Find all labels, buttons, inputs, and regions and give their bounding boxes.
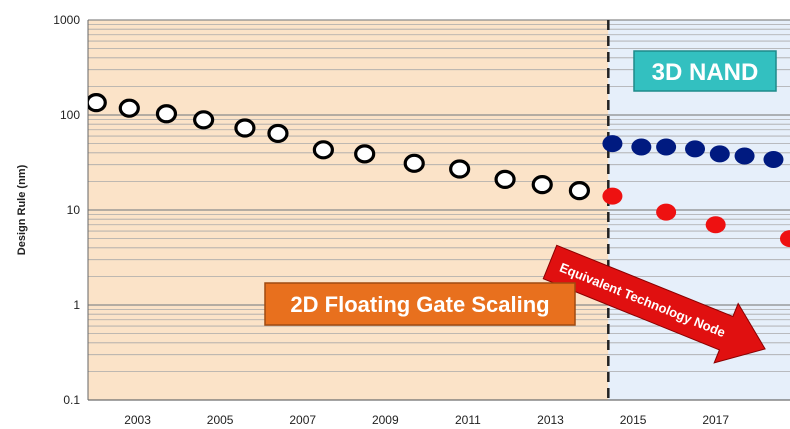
data-point-2d: [267, 123, 289, 144]
data-point-2d: [312, 140, 334, 160]
x-tick-label: 2015: [620, 413, 647, 427]
data-point-3d: [656, 138, 677, 156]
data-point-3d: [602, 135, 623, 153]
y-tick-label: 1: [73, 298, 80, 312]
data-point-2d: [403, 153, 425, 173]
data-point-3d: [685, 140, 706, 158]
x-tick-label: 2013: [537, 413, 564, 427]
data-point-2d: [118, 98, 140, 118]
data-point-equivalent-node: [780, 230, 790, 248]
y-tick-label: 0.1: [63, 393, 80, 407]
data-point-2d: [449, 159, 471, 179]
data-point-2d: [234, 118, 256, 138]
y-tick-label: 1000: [53, 13, 80, 27]
label-2d-floating-gate: 2D Floating Gate Scaling: [264, 282, 576, 326]
data-point-equivalent-node: [602, 187, 623, 205]
data-point-3d: [631, 138, 652, 156]
data-point-2d: [531, 175, 553, 195]
y-tick-label: 100: [60, 108, 80, 122]
x-tick-label: 2017: [702, 413, 729, 427]
data-point-2d: [155, 104, 178, 124]
data-point-2d: [354, 144, 376, 164]
data-points: [88, 93, 790, 248]
data-point-2d: [494, 169, 516, 189]
x-tick-label: 2011: [455, 413, 481, 427]
y-axis-label: Design Rule (nm): [16, 164, 28, 255]
x-tick-label: 2003: [124, 413, 151, 427]
data-point-3d: [734, 147, 755, 165]
y-axis-tick-labels: 0.1 1 10 100 1000: [53, 13, 80, 407]
data-point-2d: [193, 110, 215, 130]
x-tick-label: 2009: [372, 413, 399, 427]
x-axis-tick-labels: 2003 2005 2007 2009 2011 2013 2015 2017: [124, 413, 729, 427]
label-2d-floating-gate-text: 2D Floating Gate Scaling: [290, 292, 549, 317]
data-point-2d: [568, 181, 591, 201]
x-tick-label: 2005: [207, 413, 234, 427]
x-tick-label: 2007: [289, 413, 316, 427]
label-3d-nand: 3D NAND: [633, 50, 777, 92]
data-point-3d: [709, 145, 730, 163]
y-tick-label: 10: [67, 203, 81, 217]
data-point-equivalent-node: [656, 203, 677, 221]
data-point-3d: [763, 151, 784, 169]
data-point-2d: [88, 93, 107, 113]
label-3d-nand-text: 3D NAND: [652, 59, 759, 86]
data-point-equivalent-node: [705, 216, 726, 234]
